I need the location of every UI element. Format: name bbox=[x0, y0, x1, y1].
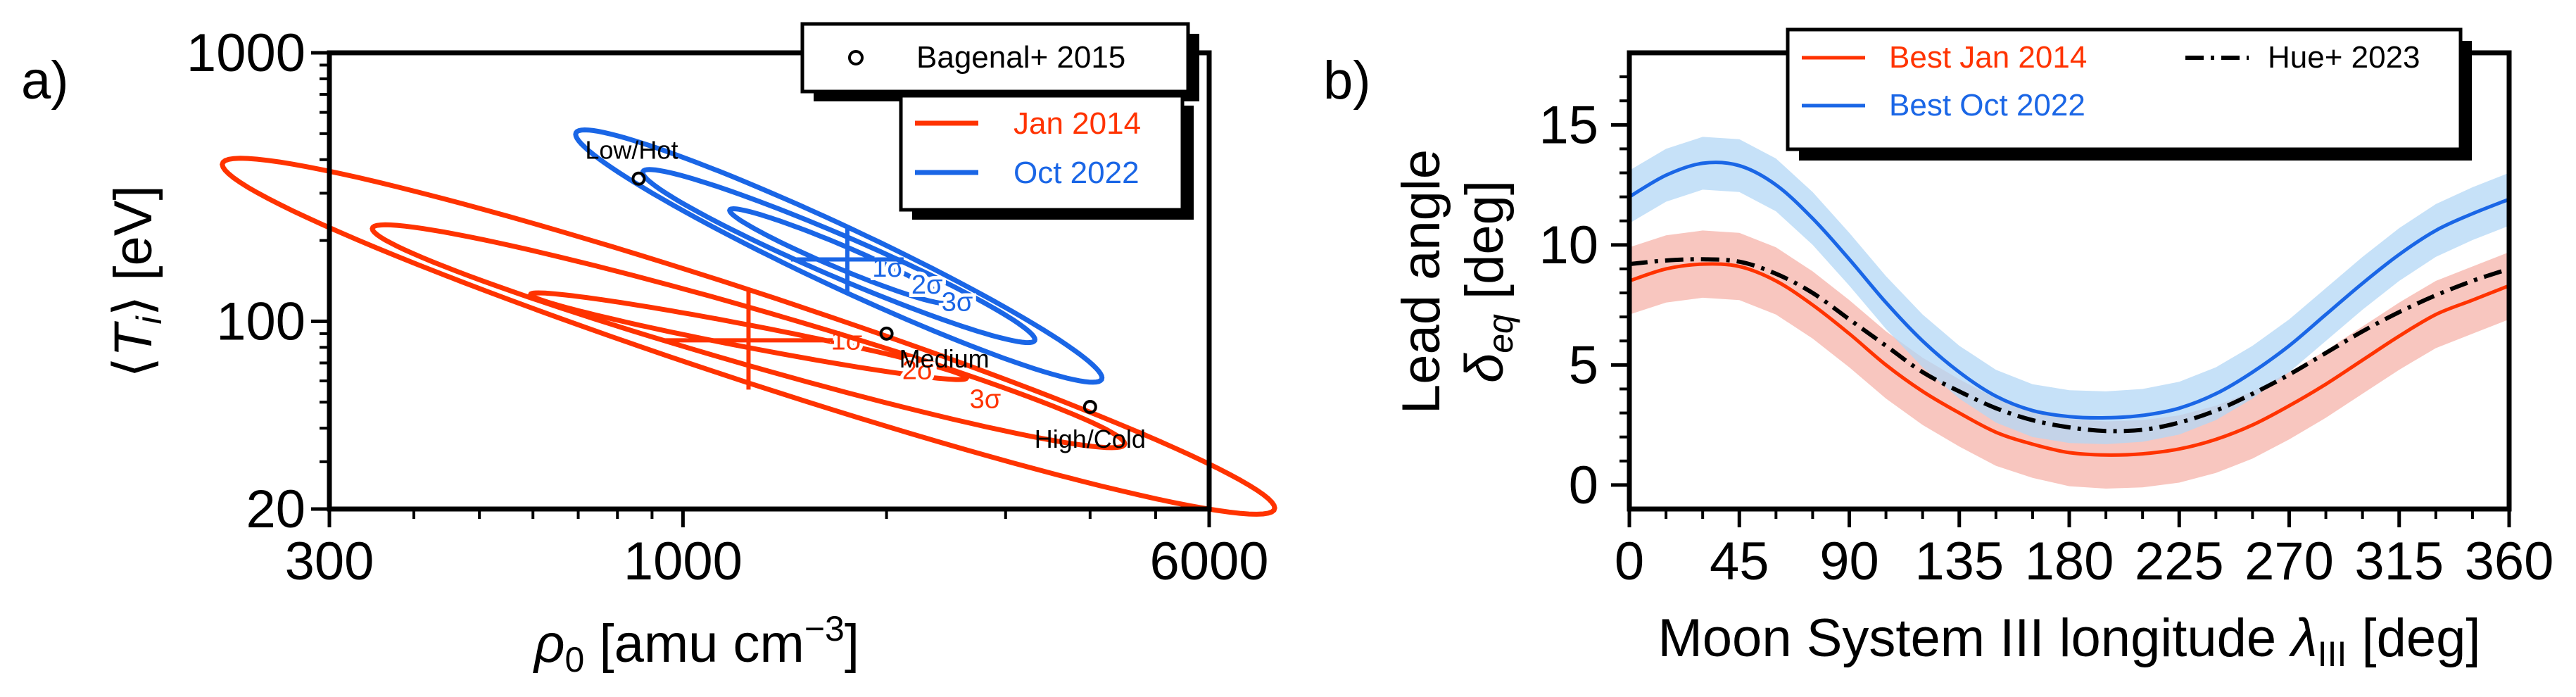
panel-a-xlabel: ρ0 [amu cm−3] bbox=[533, 609, 859, 679]
contour-jan2014-1sigma bbox=[528, 290, 970, 382]
panel-b-plot: 0 45 90 135 180 225 270 315 360 0 5 10 15 Moon Syste… bbox=[1391, 27, 2554, 674]
reference-point-2 bbox=[1082, 399, 1097, 414]
y-tick-label: 20 bbox=[246, 479, 305, 539]
panel-b-ylabel-line2: δeq [deg] bbox=[1455, 180, 1520, 383]
panel-a-ylabel: ⟨Ti⟩ [eV] bbox=[103, 185, 169, 377]
x-tick-label: 90 bbox=[1819, 532, 1879, 591]
contour-oct2022-1sigma bbox=[727, 206, 951, 306]
x-tick-label: 1000 bbox=[624, 532, 743, 591]
band-best-jan-2014 bbox=[1629, 230, 2509, 489]
x-tick-label: 270 bbox=[2244, 532, 2334, 591]
panel-a-legend-bagenal: Bagenal+ 2015 bbox=[800, 22, 1199, 101]
x-tick-label: 0 bbox=[1615, 532, 1644, 591]
x-tick-label: 6000 bbox=[1149, 532, 1268, 591]
x-tick-label: 315 bbox=[2354, 532, 2444, 591]
legend-label-hue2023: Hue+ 2023 bbox=[2268, 40, 2420, 75]
y-tick-label: 100 bbox=[216, 291, 305, 351]
panel-b-legend: Best Jan 2014 Hue+ 2023 Best Oct 2022 bbox=[1786, 27, 2472, 161]
x-tick-label: 360 bbox=[2465, 532, 2554, 591]
y-tick-label: 15 bbox=[1539, 95, 1598, 155]
y-tick-label: 5 bbox=[1569, 335, 1598, 395]
panel-a-ticks: 300 1000 6000 20 100 1000 bbox=[187, 23, 1269, 591]
x-tick-label: 225 bbox=[2135, 532, 2224, 591]
legend-label-best-jan2014: Best Jan 2014 bbox=[1889, 40, 2087, 75]
line-best-oct-2022 bbox=[1628, 161, 2510, 420]
panel-a-letter: a) bbox=[21, 51, 69, 111]
contour-label-jan2014-3sigma: 3σ bbox=[970, 385, 1002, 415]
reference-label-2: High/Cold bbox=[1035, 425, 1146, 453]
panel-b-ylabel-line1: Lead angle bbox=[1391, 149, 1451, 414]
legend-label-best-oct2022: Best Oct 2022 bbox=[1889, 88, 2085, 123]
line-best-jan-2014 bbox=[1629, 262, 2510, 457]
panel-b-ticks: 0 45 90 135 180 225 270 315 360 0 5 10 15 bbox=[1539, 75, 2554, 591]
line-hue-2023 bbox=[1629, 257, 2510, 434]
panel-b-lines bbox=[1628, 161, 2510, 457]
y-tick-label: 1000 bbox=[187, 23, 305, 83]
contour-label-jan2014-2sigma: 2σ bbox=[902, 356, 934, 386]
x-tick-label: 45 bbox=[1710, 532, 1769, 591]
panel-b-xlabel: Moon System III longitude λIII [deg] bbox=[1658, 608, 2480, 674]
x-tick-label: 180 bbox=[2025, 532, 2114, 591]
panel-b-bands bbox=[1629, 137, 2509, 489]
x-tick-label: 135 bbox=[1914, 532, 2004, 591]
reference-point-0 bbox=[631, 171, 646, 186]
reference-label-1: Medium bbox=[899, 344, 990, 373]
band-best-oct-2022 bbox=[1629, 137, 2509, 444]
x-tick-label: 300 bbox=[285, 532, 374, 591]
panel-a-legend-series: Jan 2014 Oct 2022 bbox=[899, 94, 1194, 220]
contour-jan2014-3sigma bbox=[220, 156, 1277, 517]
y-tick-label: 0 bbox=[1569, 456, 1598, 515]
panel-b-letter: b) bbox=[1323, 51, 1371, 111]
contour-oct2022-2sigma bbox=[640, 167, 1037, 346]
legend-label-oct2022: Oct 2022 bbox=[1014, 156, 1139, 190]
reference-point-1 bbox=[879, 326, 894, 341]
contour-jan2014-2sigma bbox=[370, 222, 1128, 451]
y-tick-label: 10 bbox=[1539, 215, 1598, 275]
contour-label-oct2022-3sigma: 3σ bbox=[942, 288, 973, 318]
reference-label-0: Low/Hot bbox=[585, 136, 678, 165]
contour-label-oct2022-2sigma: 2σ bbox=[911, 270, 943, 300]
legend-label-jan2014: Jan 2014 bbox=[1014, 106, 1141, 141]
legend-label-bagenal: Bagenal+ 2015 bbox=[916, 40, 1125, 75]
open-circle-icon bbox=[848, 50, 864, 65]
panel-a-axes-frame bbox=[327, 50, 1212, 512]
panel-a-reference-points: Low/Hot Medium High/Cold bbox=[585, 136, 1145, 453]
contour-oct2022-3sigma bbox=[573, 127, 1105, 385]
